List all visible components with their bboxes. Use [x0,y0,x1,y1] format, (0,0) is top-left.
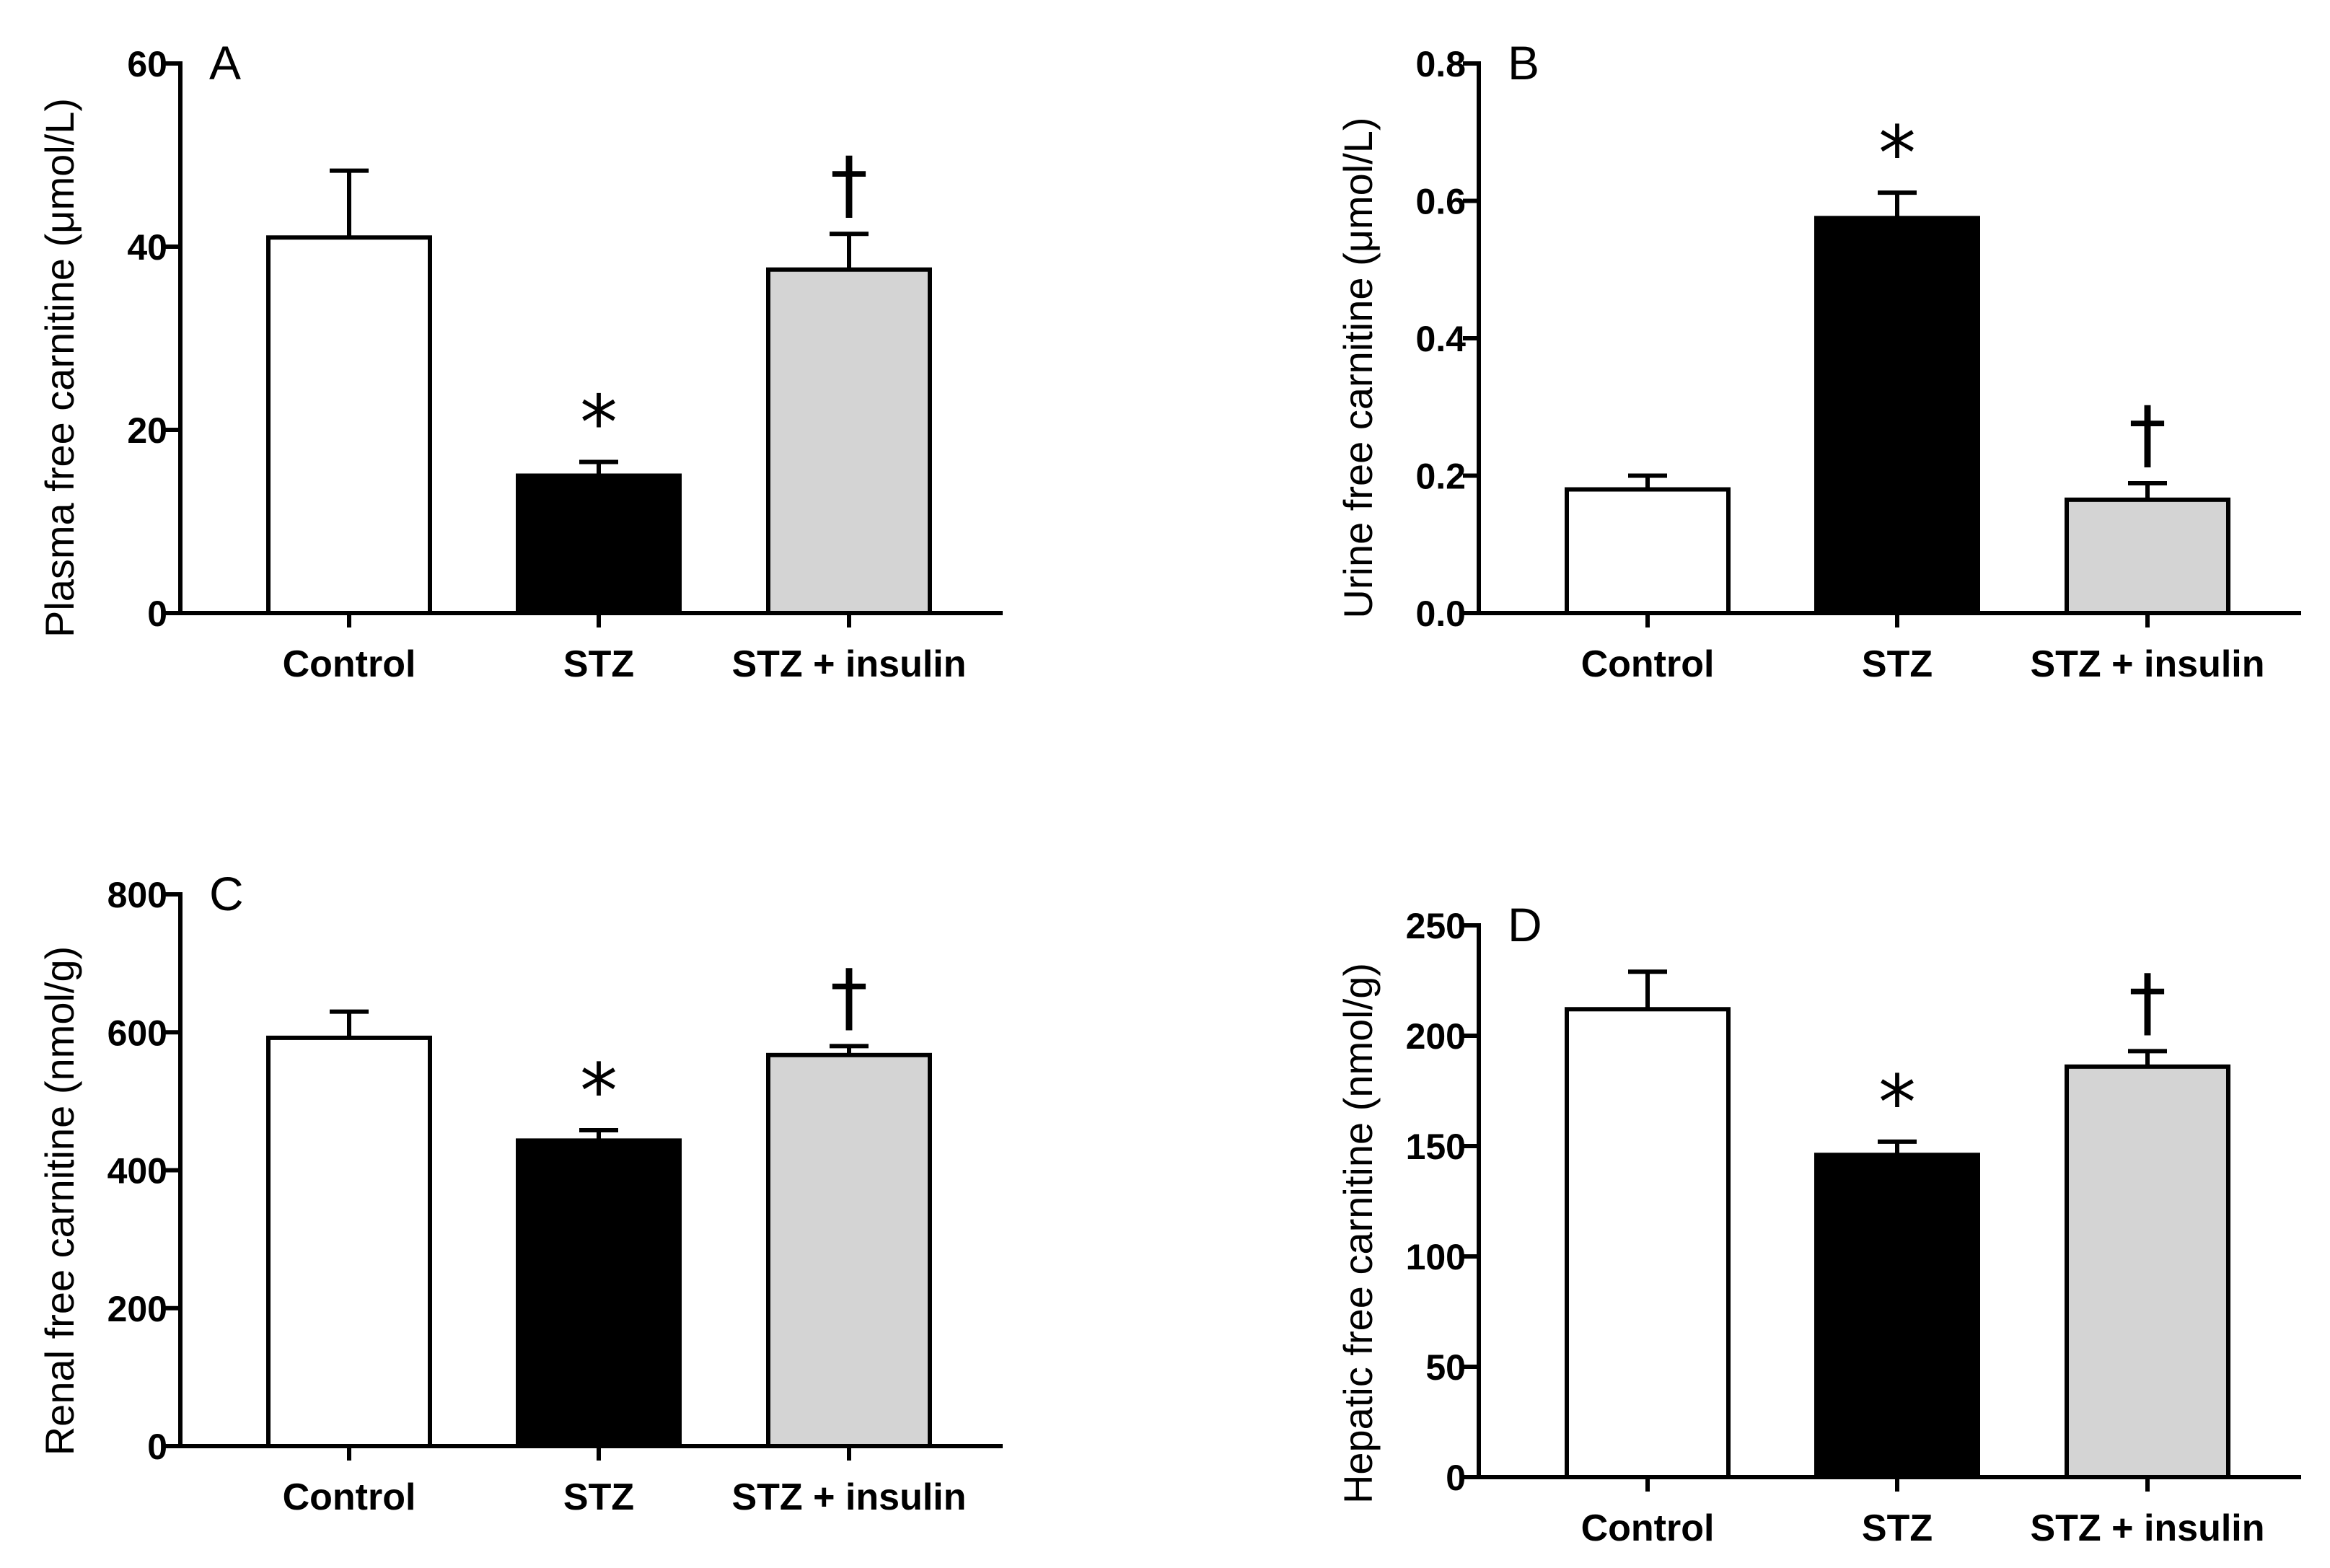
panel-d-category-label-stz-insulin: STZ + insulin [2030,1507,2264,1549]
panel-b-y-tick-label: 0.4 [1415,319,1466,359]
panel-d-y-tick-label: 0 [1446,1458,1466,1498]
panel-b-y-tick-label: 0.8 [1415,44,1466,84]
panel-c-category-label-stz-insulin: STZ + insulin [731,1476,966,1518]
panel-c-bars: *† [266,953,932,1448]
panel-c-category-label-stz: STZ [563,1476,634,1518]
panel-d-category-labels: Control STZ STZ + insulin [1581,1507,2265,1549]
panel-a-y-tick-label: 60 [127,44,167,84]
panel-d-bar-control [1565,1007,1731,1479]
panel-a-significance-stz: * [580,379,617,467]
panel-d-y-tick-label: 250 [1406,906,1466,946]
panel-b-category-label-stz: STZ [1862,643,1933,685]
panel-d-y-tick-label: 150 [1406,1127,1466,1167]
panel-c-axes [178,892,1003,1461]
panel-d-y-tick-label: 50 [1425,1347,1466,1388]
panel-c-y-tick-label: 400 [107,1151,167,1192]
panel-a-y-axis-title: Plasma free carnitine (μmol/L) [37,98,82,638]
panel-a: A Plasma free carnitine (μmol/L) 0 20 40 60… [37,36,1003,685]
panel-a-y-tick-label: 40 [127,227,167,268]
panel-c-bar-stz-insulin [766,1052,932,1448]
panel-d-significance-stz-insulin: † [2129,958,2166,1046]
panel-b-category-labels: Control STZ STZ + insulin [1581,643,2265,685]
panel-c-significance-stz: * [580,1047,617,1135]
panel-b-y-tick-label: 0.6 [1415,182,1466,222]
panel-a-axes [178,61,1003,627]
panel-a-y-tick-label: 0 [147,594,167,634]
panel-b-y-axis-title: Urine free carnitine (μmol/L) [1335,117,1381,618]
panel-a-y-tick-label: 20 [127,410,167,451]
panel-a-y-ticks: 0 20 40 60 [127,44,180,634]
panel-d-y-tick-label: 100 [1406,1237,1466,1277]
panel-c-y-tick-label: 800 [107,875,167,915]
panel-b-category-label-control: Control [1581,643,1715,685]
panel-c-y-axis-title: Renal free carnitine (nmol/g) [37,946,82,1456]
panel-c-significance-stz-insulin: † [830,953,868,1041]
panel-d: D Hepatic free carnitine (nmol/g) 0 50 100… [1335,898,2301,1549]
panel-a-category-label-stz-insulin: STZ + insulin [731,643,966,685]
panel-d-y-ticks: 0 50 100 150 200 250 [1406,906,1479,1498]
panel-b-category-label-stz-insulin: STZ + insulin [2030,643,2264,685]
panel-d-bars: *† [1565,958,2230,1479]
panel-c-y-tick-label: 600 [107,1013,167,1053]
panel-d-axes [1477,923,2301,1492]
panel-c: C Renal free carnitine (nmol/g) 0 200 400 6… [37,867,1003,1518]
panel-a-bar-stz-insulin [766,267,932,615]
panel-b-y-tick-label: 0.2 [1415,457,1466,497]
panel-b-axes [1477,61,2301,627]
panel-b-significance-stz: * [1878,110,1916,198]
panel-b-bar-stz-insulin [2065,497,2230,616]
panel-c-y-tick-label: 0 [147,1427,167,1467]
panel-c-category-label-control: Control [283,1476,416,1518]
panel-a-bar-stz [516,473,682,615]
panel-b: B Urine free carnitine (μmol/L) 0.00.20.… [1335,36,2301,685]
panel-d-category-label-control: Control [1581,1507,1715,1549]
panel-d-y-axis-title: Hepatic free carnitine (nmol/g) [1335,963,1381,1504]
panel-b-y-ticks: 0.0 0.2 0.4 0.6 0.8 [1415,44,1479,634]
panel-c-category-labels: Control STZ STZ + insulin [283,1476,967,1518]
panel-a-category-label-stz: STZ [563,643,634,685]
panel-c-letter: C [209,867,244,920]
panel-a-category-labels: Control STZ STZ + insulin [283,643,967,685]
panel-d-significance-stz: * [1878,1059,1916,1147]
panel-b-letter: B [1508,36,1539,89]
panel-a-bars: *† [266,141,932,615]
panel-d-letter: D [1508,898,1542,951]
panel-a-bar-control [266,235,432,615]
panel-a-category-label-control: Control [283,643,416,685]
panel-c-y-tick-label: 200 [107,1289,167,1329]
panel-b-y-tick-label: 0.0 [1415,594,1466,634]
panel-c-bar-control [266,1035,432,1448]
panel-b-bars: *† [1565,110,2230,616]
panel-d-category-label-stz: STZ [1862,1507,1933,1549]
panel-d-y-tick-label: 200 [1406,1016,1466,1057]
panel-c-y-ticks: 0 200 400 600 800 [107,875,180,1467]
panel-b-bar-stz [1814,216,1980,615]
panel-a-letter: A [209,36,241,89]
panel-c-bar-stz [516,1138,682,1448]
panel-b-significance-stz-insulin: † [2129,390,2166,478]
panel-b-bar-control [1565,487,1731,615]
panel-a-significance-stz-insulin: † [830,141,868,229]
panel-d-bar-stz-insulin [2065,1064,2230,1479]
panel-d-bar-stz [1814,1153,1980,1479]
